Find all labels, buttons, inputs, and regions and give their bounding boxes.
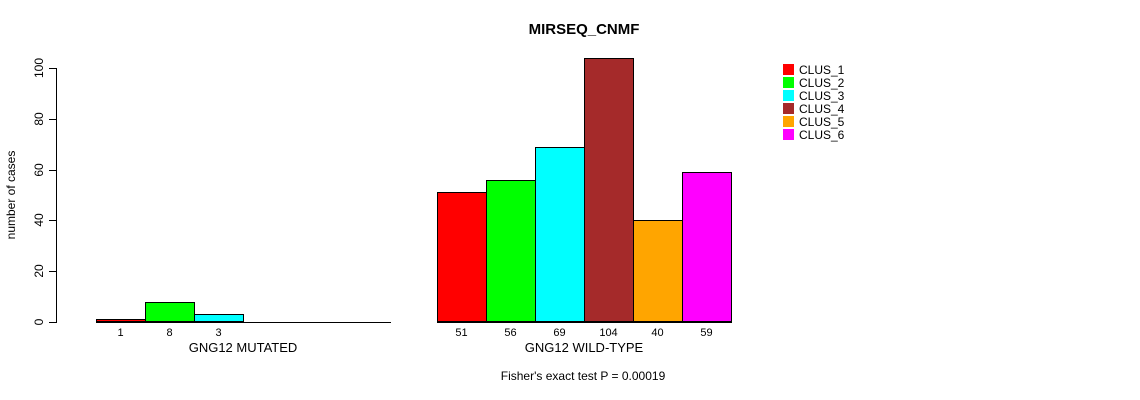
bar-value-label: 56 <box>504 327 517 339</box>
y-axis-tick <box>49 119 56 120</box>
group-baseline <box>96 322 391 323</box>
y-axis-tick <box>49 271 56 272</box>
bar <box>194 314 244 322</box>
bar-value-label: 8 <box>166 327 173 339</box>
bar-value-label: 59 <box>700 327 713 339</box>
bar <box>682 172 732 322</box>
legend-label: CLUS_6 <box>799 128 845 142</box>
group-label: GNG12 WILD-TYPE <box>524 340 644 355</box>
bar-value-label: 40 <box>651 327 664 339</box>
legend-swatch <box>783 64 794 75</box>
bar-value-label: 51 <box>455 327 468 339</box>
legend-swatch <box>783 129 794 140</box>
y-axis-line <box>56 68 57 323</box>
legend-swatch <box>783 90 794 101</box>
bar <box>437 192 487 322</box>
bar-value-label: 1 <box>117 327 124 339</box>
bar <box>535 147 585 322</box>
chart-title: MIRSEQ_CNMF <box>528 21 640 38</box>
footnote: Fisher's exact test P = 0.00019 <box>500 369 666 383</box>
bar-value-label: 104 <box>599 327 618 339</box>
legend-label: CLUS_4 <box>799 102 845 116</box>
legend-label: CLUS_2 <box>799 76 845 90</box>
y-axis-tick <box>49 170 56 171</box>
y-axis-tick <box>49 322 56 323</box>
bar <box>145 302 195 322</box>
legend-label: CLUS_1 <box>799 63 845 77</box>
bar-value-label: 3 <box>215 327 222 339</box>
group-baseline <box>437 322 732 323</box>
bar <box>584 58 634 322</box>
legend-swatch <box>783 103 794 114</box>
legend-label: CLUS_5 <box>799 115 845 129</box>
group-label: GNG12 MUTATED <box>188 340 298 355</box>
legend-label: CLUS_3 <box>799 89 845 103</box>
legend-swatch <box>783 77 794 88</box>
y-axis-tick <box>49 68 56 69</box>
legend-swatch <box>783 116 794 127</box>
bar-value-label: 69 <box>553 327 566 339</box>
y-axis-tick <box>49 220 56 221</box>
